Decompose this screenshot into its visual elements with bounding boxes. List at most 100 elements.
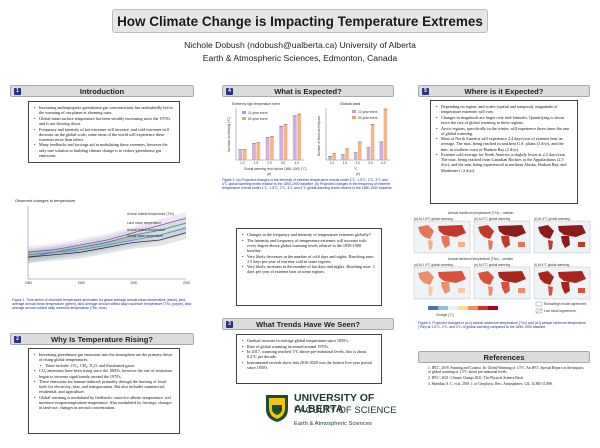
section-header-references: References: [418, 351, 590, 363]
list-item: These include; CO₂, CH₄, N₂O, and fluori…: [34, 363, 174, 368]
bar: [328, 156, 332, 160]
bar: [345, 148, 349, 160]
colorbar-segment: [478, 306, 488, 310]
fig2a-x-label: Global warming level above 1850–1900 (°C…: [244, 167, 307, 171]
legend-swatch: [352, 116, 356, 119]
chart-title: Observed changes in temperature: [15, 198, 76, 203]
section-title: What is Expected?: [274, 87, 342, 96]
section-title: Where is it Expected?: [464, 87, 544, 96]
list-item: These emissions are human-induced; prima…: [34, 379, 174, 394]
fig3-row2-header: Annual minimum temperature (TNn) – media…: [448, 257, 513, 261]
figure-2-extreme-events: Extremely high temperature event Global …: [227, 101, 390, 176]
section-title: What Trends Have We Seen?: [255, 320, 361, 329]
x-tick-label: 4.0: [381, 161, 386, 165]
why-bullet-list: Increasing greenhouse gas emissions into…: [34, 352, 174, 410]
continent-australia: [518, 242, 525, 247]
bar: [292, 115, 297, 160]
university-logo-block: UNIVERSITY OF ALBERTA FACULTY OF SCIENCE…: [264, 391, 414, 441]
continent-africa: [561, 282, 570, 294]
list-item: Arctic regions, specifically in the wint…: [436, 126, 572, 136]
bar: [256, 142, 261, 160]
bar: [279, 126, 284, 160]
x-tick-label: 1.5: [343, 161, 348, 165]
figure-3-caption: Figure 3: Projected changes in (a-c) ann…: [418, 321, 586, 330]
fig1-legend: Annual hottest temperature (TXx) Land me…: [127, 212, 174, 238]
fig3-colorbar-label: Change (°C): [436, 313, 454, 317]
continent-north-america: [538, 225, 554, 239]
list-item: Depending on region, and scales (spatial…: [436, 104, 572, 114]
continent-australia: [458, 288, 465, 293]
where-text-box: Depending on region, and scales (spatial…: [430, 100, 578, 204]
x-tick-label: 4.0: [294, 161, 299, 165]
section-header-intro: 1 Introduction: [10, 85, 194, 97]
list-item: Frequency and intensity of hot extremes …: [34, 127, 174, 142]
map-panel-title: (a) At 1.5°C global warming: [414, 217, 453, 221]
fig2a-panel-label: (a): [267, 172, 271, 176]
continent-africa: [441, 282, 450, 294]
legend-swatch: [242, 117, 246, 120]
list-item: Changes in the frequency and intensity o…: [242, 232, 376, 237]
references-list: 1. IPCC, 2018: Framing and Context. In: …: [428, 366, 584, 386]
legend-swatch: [535, 301, 543, 307]
map-panel-title: (c) At 4°C global warming: [534, 217, 570, 221]
section-number: 5: [422, 88, 429, 95]
colorbar-segment: [448, 306, 458, 310]
bar: [283, 124, 288, 160]
fig2b-bars: [328, 108, 388, 160]
fig2b-legend: 10-year event 50-year event: [352, 110, 378, 120]
section-number: 1: [14, 88, 21, 95]
section-header-what-expected: 4 What is Expected?: [222, 85, 394, 97]
continent-eurasia: [558, 271, 586, 283]
legend-entry: Global mean temperature: [127, 234, 163, 238]
x-tick-label: 2000: [130, 281, 137, 285]
trends-bullet-list: Gradual increase in average global tempe…: [242, 338, 376, 370]
section-header-where: 5 Where is it Expected?: [418, 85, 590, 97]
continent-africa: [501, 236, 510, 248]
map-panel-title: (d) At 1.5°C global warming: [414, 263, 453, 267]
bar: [358, 141, 362, 160]
section-title: Why Is Temperature Rising?: [51, 335, 153, 344]
fig2a-y-label: Increase in intensity (°C): [227, 117, 231, 152]
continent-eurasia: [438, 271, 466, 283]
section-header-why: 2 Why Is Temperature Rising?: [10, 333, 194, 345]
x-tick-label: 1980: [78, 281, 85, 285]
list-item: Changes in magnitude are larger over mid…: [436, 115, 572, 125]
what-expected-text-box: Changes in the frequency and intensity o…: [236, 228, 382, 306]
fig2b-panel-label: (b): [356, 172, 360, 176]
what-expected-bullet-list: Changes in the frequency and intensity o…: [242, 232, 376, 275]
legend-entry: 10-year event: [248, 111, 268, 115]
fig2-x-ticks: 1.0 1.5 2.0 3.0 4.0 1.0 1.5 2.0 3.0 4.0: [240, 161, 386, 165]
colorbar-segment: [428, 306, 438, 310]
fig2b-title: Global land: [340, 101, 360, 106]
continent-australia: [458, 242, 465, 247]
list-item: Very likely increases in the number of h…: [242, 264, 376, 274]
x-tick-label: 1.0: [240, 161, 245, 165]
why-text-box: Increasing greenhouse gas emissions into…: [28, 348, 180, 434]
continent-north-america: [418, 271, 434, 285]
continent-africa: [501, 282, 510, 294]
continent-eurasia: [438, 225, 466, 237]
department-name: Earth & Atmospheric Sciences: [294, 421, 372, 427]
bar: [370, 124, 375, 160]
figure-1-caption: Figure 1: Time series of observed temper…: [12, 298, 192, 311]
x-tick-label: 3.0: [368, 161, 373, 165]
section-header-trends: 3 What Trends Have We Seen?: [222, 318, 394, 330]
legend-entry: 50-year event: [358, 116, 378, 120]
author-line: Nichole Dobush (ndobush@ualberta.ca) Uni…: [184, 40, 416, 50]
figure-2-caption: Figure 2: (a) Projected changes in the i…: [222, 178, 393, 191]
list-item: Most of North America will experience 2.…: [436, 136, 572, 151]
series-line: [27, 217, 187, 253]
fig2a-title: Extremely high temperature event: [232, 102, 280, 106]
continent-south-america: [548, 286, 553, 296]
continent-eurasia: [498, 271, 526, 283]
continent-south-america: [428, 286, 433, 296]
series-band: [28, 212, 186, 259]
intro-text-box: Increasing anthropogenic greenhouse gas …: [28, 101, 180, 163]
section-number: 2: [14, 336, 21, 343]
continent-australia: [578, 242, 585, 247]
bar: [238, 149, 243, 160]
colorbar-segment: [458, 306, 468, 310]
fig1-series: [27, 217, 187, 258]
figure-1-observed-temperature: Observed changes in temperature 1960 1980…: [15, 198, 190, 285]
